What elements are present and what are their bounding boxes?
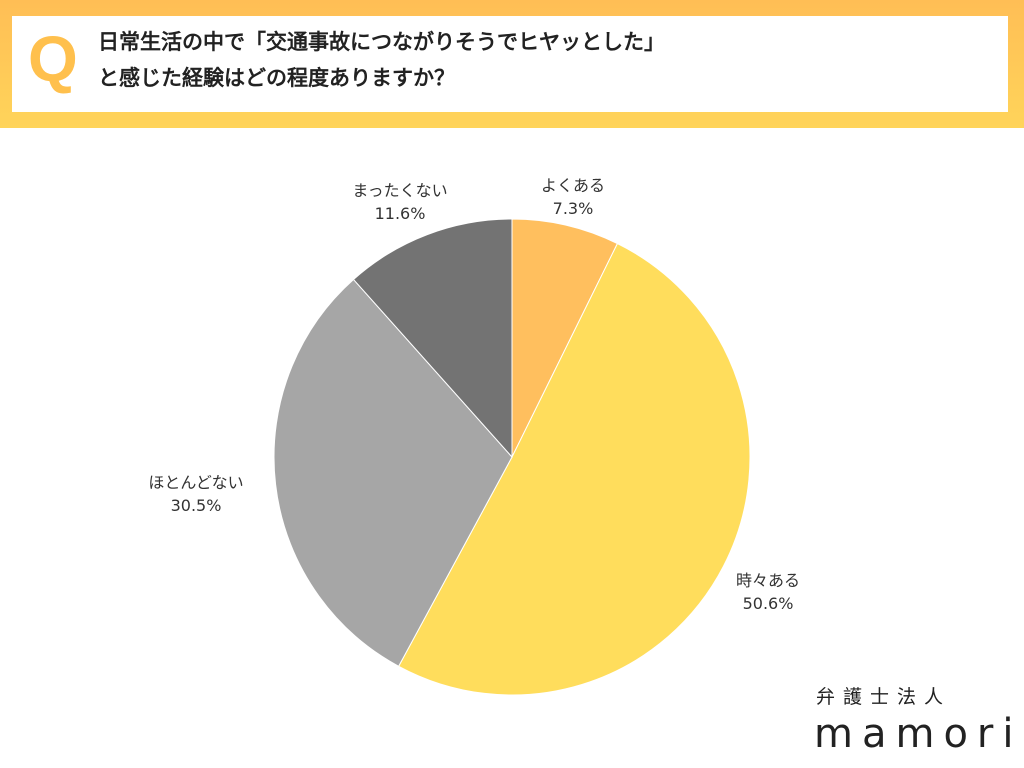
q-mark: Q	[28, 23, 78, 95]
question-text: 日常生活の中で「交通事故につながりそうでヒヤッとした」 と感じた経験はどの程度あ…	[98, 24, 665, 96]
slice-value: 11.6%	[374, 204, 426, 223]
slice-name: ほとんどない	[148, 473, 244, 492]
slice-value: 50.6%	[742, 594, 794, 613]
question-box	[12, 16, 1008, 112]
slice-label-1: 時々ある 50.6%	[736, 569, 800, 615]
slice-value: 7.3%	[552, 199, 594, 218]
question-line-2: と感じた経験はどの程度ありますか？	[98, 66, 455, 90]
slice-name: よくある	[540, 176, 606, 195]
slice-label-0: よくある 7.3%	[541, 174, 605, 220]
pie-slice-1	[397, 242, 751, 696]
slice-label-2: ほとんどない 30.5%	[148, 471, 243, 517]
pie-slice-3	[352, 218, 513, 459]
slice-name: 時々ある	[735, 571, 801, 590]
slice-name: まったくない	[352, 181, 448, 200]
question-line-1: 日常生活の中で「交通事故につながりそうでヒヤッとした」	[98, 30, 665, 54]
slice-label-3: まったくない 11.6%	[352, 179, 447, 225]
logo-subtitle: 弁護士法人	[816, 686, 952, 708]
pie-slice-2	[273, 278, 513, 667]
slice-value: 30.5%	[170, 496, 222, 515]
logo-wordmark: mamori	[814, 711, 1023, 757]
pie-slice-0	[511, 218, 619, 458]
